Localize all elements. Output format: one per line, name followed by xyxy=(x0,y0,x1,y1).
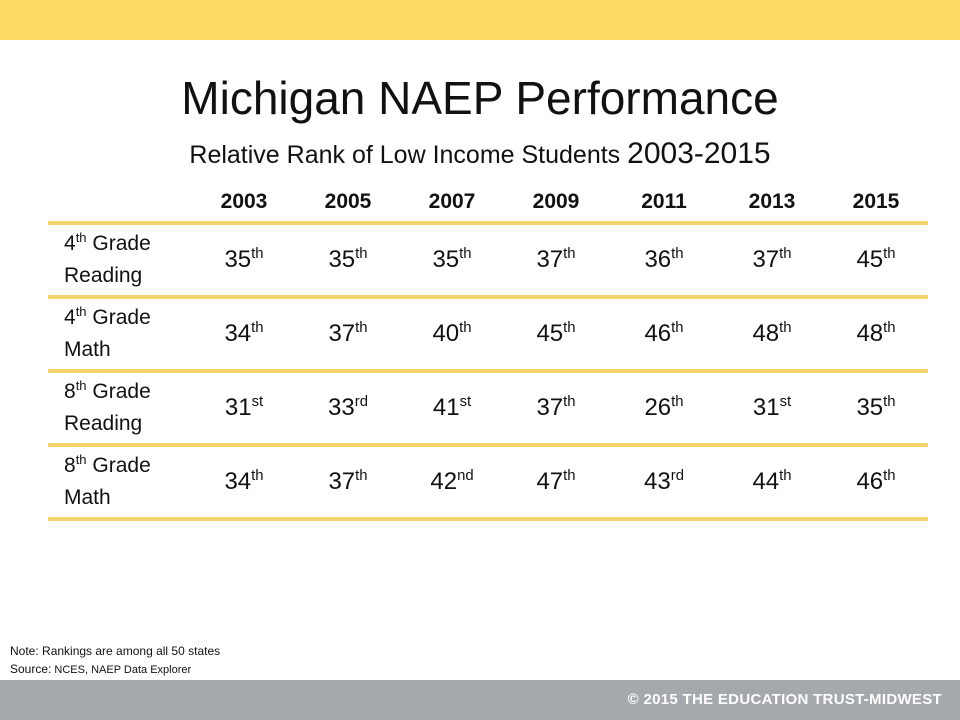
rank-cell: 35th xyxy=(296,223,400,299)
rank-cell: 34th xyxy=(192,297,296,373)
rank-cell: 35th xyxy=(400,223,504,299)
rank-cell: 47th xyxy=(504,445,608,521)
top-accent-bar xyxy=(0,0,960,40)
slide-subtitle: Relative Rank of Low Income Students 200… xyxy=(0,136,960,173)
table-row: 4th Grade Math 34th 37th 40th 45th 46th 4… xyxy=(48,297,928,373)
rank-cell: 41st xyxy=(400,371,504,447)
rank-cell: 42nd xyxy=(400,445,504,521)
rank-cell: 48th xyxy=(824,297,928,373)
rank-cell: 44th xyxy=(720,445,824,521)
rank-cell: 37th xyxy=(296,445,400,521)
table-row: 8th Grade Reading 31st 33rd 41st 37th 26t… xyxy=(48,371,928,447)
rank-cell: 37th xyxy=(720,223,824,299)
rank-cell: 46th xyxy=(608,297,720,373)
copyright-text: © 2015 THE EDUCATION TRUST-MIDWEST xyxy=(627,691,942,708)
subtitle-years: 2003-2015 xyxy=(627,137,771,170)
rank-cell: 37th xyxy=(504,371,608,447)
source-line: Source: NCES, NAEP Data Explorer xyxy=(10,662,192,676)
rank-cell: 37th xyxy=(296,297,400,373)
rank-cell: 45th xyxy=(504,297,608,373)
rank-cell: 26th xyxy=(608,371,720,447)
footnotes: Note: Rankings are among all 50 states S… xyxy=(10,642,220,679)
rank-cell: 45th xyxy=(824,223,928,299)
rank-cell: 35th xyxy=(824,371,928,447)
table-row: 8th Grade Math 34th 37th 42nd 47th 43rd 4… xyxy=(48,445,928,521)
year-header: 2003 xyxy=(192,183,296,225)
subtitle-main: Relative Rank of Low Income Students xyxy=(189,141,621,169)
table-row: 4th Grade Reading 35th 35th 35th 37th 36t… xyxy=(48,223,928,299)
header-row: 2003 2005 2007 2009 2011 2013 2015 xyxy=(48,183,928,225)
rank-cell: 34th xyxy=(192,445,296,521)
year-header: 2009 xyxy=(504,183,608,225)
note-line: Note: Rankings are among all 50 states xyxy=(10,644,221,658)
bottom-footer-bar: © 2015 THE EDUCATION TRUST-MIDWEST xyxy=(0,680,960,720)
year-header: 2007 xyxy=(400,183,504,225)
row-label: 4th Grade Reading xyxy=(48,223,192,299)
rank-cell: 43rd xyxy=(608,445,720,521)
rank-cell: 31st xyxy=(720,371,824,447)
row-label: 8th Grade Reading xyxy=(48,371,192,447)
rank-cell: 36th xyxy=(608,223,720,299)
header-blank xyxy=(48,183,192,225)
rank-table: 2003 2005 2007 2009 2011 2013 2015 4th G… xyxy=(48,183,928,521)
year-header: 2015 xyxy=(824,183,928,225)
rank-cell: 40th xyxy=(400,297,504,373)
rank-cell: 35th xyxy=(192,223,296,299)
year-header: 2005 xyxy=(296,183,400,225)
row-label: 4th Grade Math xyxy=(48,297,192,373)
rank-cell: 33rd xyxy=(296,371,400,447)
rank-cell: 48th xyxy=(720,297,824,373)
year-header: 2011 xyxy=(608,183,720,225)
slide-title: Michigan NAEP Performance xyxy=(181,72,779,124)
rank-cell: 46th xyxy=(824,445,928,521)
rank-cell: 31st xyxy=(192,371,296,447)
year-header: 2013 xyxy=(720,183,824,225)
row-label: 8th Grade Math xyxy=(48,445,192,521)
rank-cell: 37th xyxy=(504,223,608,299)
